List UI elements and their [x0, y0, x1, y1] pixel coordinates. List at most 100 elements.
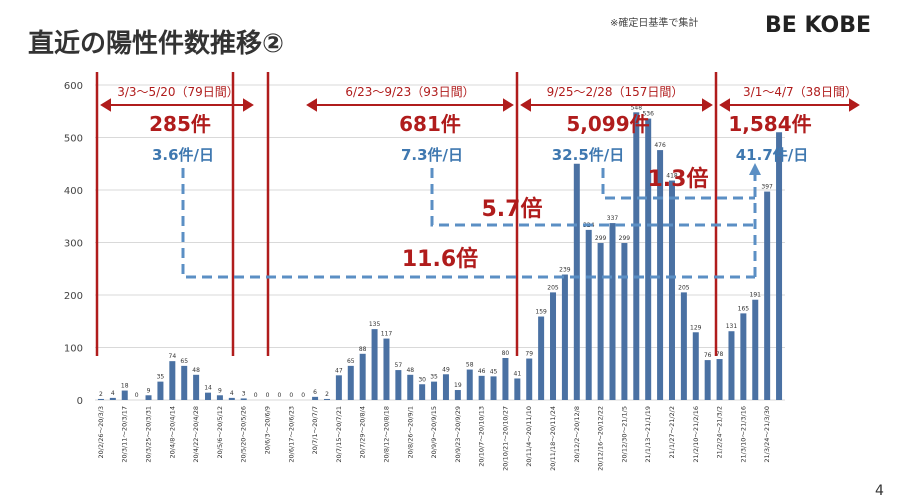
ratio: 11.6倍	[402, 246, 478, 272]
bar	[109, 397, 116, 400]
bar	[335, 375, 342, 400]
bar	[442, 374, 449, 400]
data-label: 165	[738, 305, 750, 312]
x-tick-label: 21/2/10～21/2/16	[692, 406, 700, 463]
bar	[205, 392, 212, 400]
period-dividers	[95, 72, 718, 356]
bar	[776, 132, 783, 400]
period-range: 3/3～5/20（79日間）	[117, 85, 239, 99]
data-label: 0	[289, 392, 293, 399]
data-label: 48	[192, 367, 200, 374]
data-label: 14	[204, 385, 212, 392]
x-tick-label: 20/8/26～20/9/1	[406, 406, 414, 458]
bar	[431, 381, 438, 400]
logo: BE KOBE	[765, 13, 871, 38]
bar	[347, 365, 354, 400]
period-daily: 41.7件/日	[736, 146, 809, 164]
bar	[157, 381, 164, 400]
x-tick-label: 20/8/12～20/8/18	[382, 406, 390, 463]
period-daily: 7.3件/日	[401, 146, 463, 164]
data-label: 205	[678, 284, 690, 291]
data-label: 191	[750, 292, 762, 299]
bar	[359, 353, 366, 400]
y-tick-label: 300	[64, 239, 83, 250]
x-tick-label: 20/5/6～20/5/12	[216, 406, 224, 458]
data-label: 0	[277, 392, 281, 399]
data-label: 35	[430, 374, 438, 381]
bar	[538, 316, 545, 400]
data-label: 9	[147, 387, 151, 394]
x-tick-label: 20/6/17～20/6/23	[287, 406, 295, 463]
bar	[228, 397, 235, 400]
data-label: 397	[761, 184, 773, 191]
data-label: 74	[169, 353, 177, 360]
x-tick-label: 20/11/4～20/11/10	[525, 406, 533, 467]
data-label: 337	[607, 215, 619, 222]
bar	[585, 229, 592, 400]
x-tick-label: 21/1/13～21/1/19	[644, 406, 652, 463]
data-label: 159	[535, 309, 547, 316]
data-label: 299	[619, 235, 631, 242]
bar	[181, 365, 188, 400]
bar	[740, 313, 747, 400]
period-total: 1,584件	[728, 112, 811, 136]
bar	[728, 331, 735, 400]
data-label: 117	[381, 331, 393, 338]
bar	[502, 358, 509, 400]
bar	[692, 332, 699, 400]
x-tick-label: 20/9/9～20/9/15	[430, 406, 438, 458]
bar	[169, 361, 176, 400]
x-tick-label: 20/11/18～20/11/24	[549, 406, 557, 471]
y-tick-label: 100	[64, 344, 83, 355]
y-tick-label: 500	[64, 134, 83, 145]
data-label: 0	[301, 392, 305, 399]
bar	[609, 223, 616, 400]
data-label: 6	[313, 389, 317, 396]
data-label: 3	[242, 390, 246, 397]
data-label: 418	[666, 173, 678, 180]
bar	[407, 374, 414, 400]
data-label: 49	[442, 366, 450, 373]
data-label: 45	[490, 368, 498, 375]
data-label: 0	[135, 392, 139, 399]
x-tick-label: 20/10/7～20/10/13	[478, 406, 486, 467]
data-label: 9	[218, 387, 222, 394]
x-tick-label: 20/4/22～20/4/28	[192, 406, 200, 463]
data-label: 4	[111, 390, 115, 397]
data-label: 2	[325, 391, 329, 398]
bar	[668, 180, 675, 400]
x-tick-label: 20/5/20～20/5/26	[240, 406, 248, 463]
bar	[752, 299, 759, 400]
bar	[383, 338, 390, 400]
bar	[704, 360, 711, 400]
bar	[680, 292, 687, 400]
period-daily: 32.5件/日	[552, 146, 625, 164]
bar	[490, 376, 497, 400]
x-tick-label: 21/3/10～21/3/16	[739, 406, 747, 463]
data-label: 239	[559, 267, 571, 274]
bar	[371, 329, 378, 400]
data-label: 30	[418, 376, 426, 383]
bar	[561, 274, 568, 400]
data-label: 88	[359, 346, 367, 353]
data-label: 19	[454, 382, 462, 389]
bar	[216, 395, 223, 400]
data-label: 41	[514, 370, 522, 377]
data-label: 2	[99, 391, 103, 398]
bar	[621, 243, 628, 400]
data-label: 299	[595, 235, 607, 242]
data-label: 65	[180, 358, 188, 365]
bar	[526, 358, 533, 400]
bar	[193, 374, 200, 400]
x-tick-label: 20/4/8～20/4/14	[168, 406, 176, 458]
x-tick-label: 20/2/26～20/3/3	[97, 406, 105, 458]
period-total: 285件	[149, 112, 211, 136]
x-tick-label: 20/3/25～20/3/31	[145, 406, 153, 463]
period-total: 681件	[399, 112, 461, 136]
bar	[419, 384, 426, 400]
bar	[312, 396, 319, 400]
bar	[466, 369, 473, 400]
bar	[240, 398, 247, 400]
